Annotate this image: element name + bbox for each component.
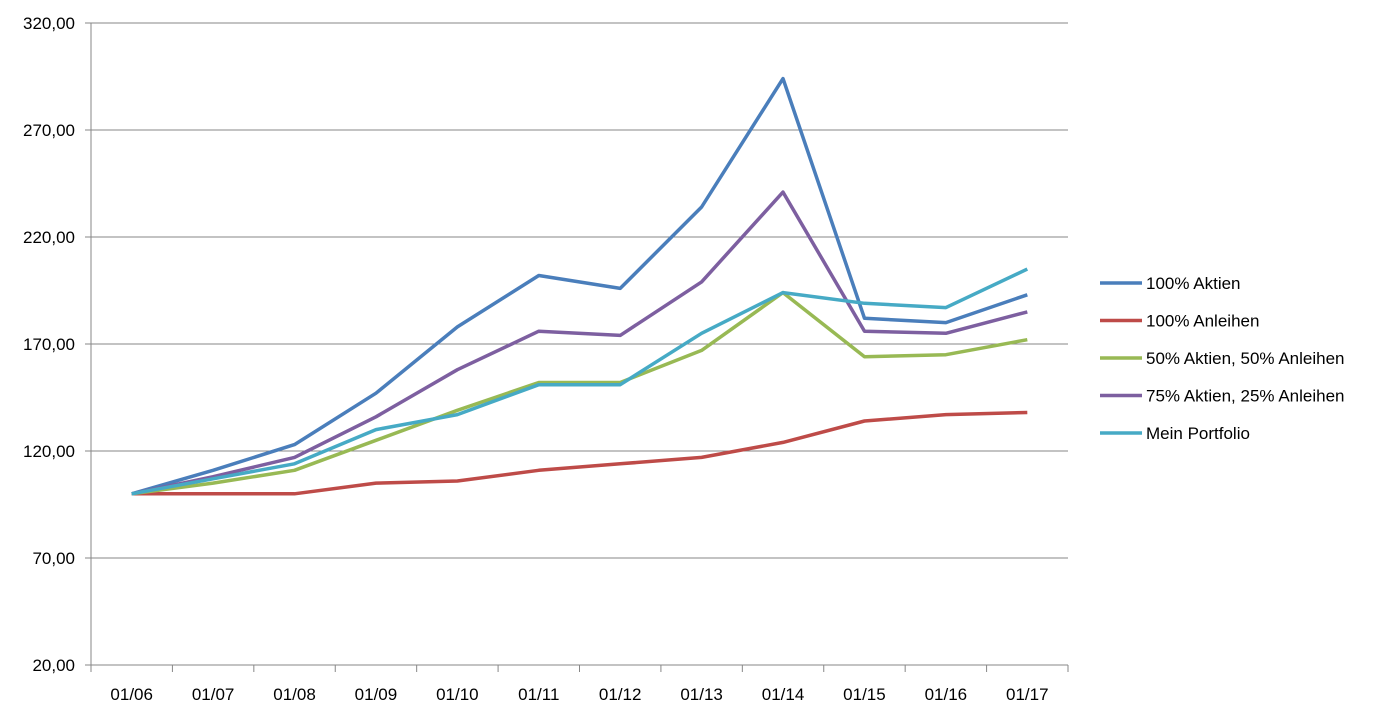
legend-label-4: 75% Aktien, 25% Anleihen (1146, 387, 1344, 406)
legend-label-5: Mein Portfolio (1146, 424, 1250, 443)
y-tick-label: 20,00 (32, 656, 75, 675)
y-tick-label: 120,00 (23, 442, 75, 461)
y-tick-label: 170,00 (23, 335, 75, 354)
y-tick-label: 220,00 (23, 228, 75, 247)
x-tick-label: 01/13 (680, 685, 723, 704)
legend-label-3: 50% Aktien, 50% Anleihen (1146, 349, 1344, 368)
series-line-2 (131, 410, 1028, 496)
x-tick-label: 01/06 (110, 685, 153, 704)
x-tick-label: 01/09 (355, 685, 398, 704)
series-line-4 (131, 190, 1028, 496)
series-line-1 (131, 76, 1028, 496)
y-tick-label: 270,00 (23, 121, 75, 140)
legend-label-1: 100% Aktien (1146, 274, 1241, 293)
x-tick-label: 01/08 (273, 685, 316, 704)
series-line-3 (131, 290, 1028, 496)
x-tick-label: 01/07 (192, 685, 235, 704)
x-tick-label: 01/11 (518, 685, 559, 704)
y-tick-label: 70,00 (32, 549, 75, 568)
y-tick-label: 320,00 (23, 14, 75, 33)
x-tick-label: 01/15 (843, 685, 886, 704)
legend-label-2: 100% Anleihen (1146, 312, 1259, 331)
series-line-5 (131, 267, 1029, 496)
x-tick-label: 01/12 (599, 685, 642, 704)
x-tick-label: 01/17 (1006, 685, 1049, 704)
x-tick-label: 01/16 (925, 685, 968, 704)
x-tick-label: 01/10 (436, 685, 479, 704)
x-tick-label: 01/14 (762, 685, 805, 704)
